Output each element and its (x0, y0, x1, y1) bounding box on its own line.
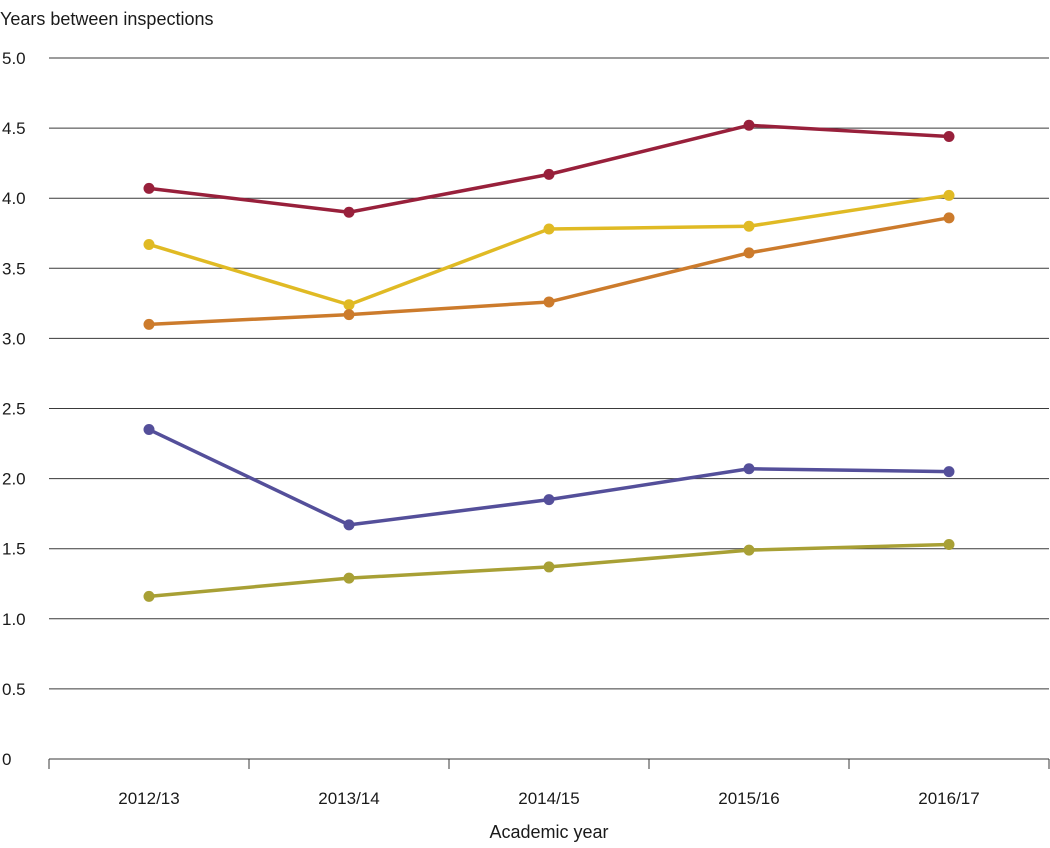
data-point (343, 519, 355, 531)
series-4 (143, 424, 955, 531)
series-line (147, 427, 951, 527)
y-tick-label: 0.5 (2, 680, 26, 699)
data-point (743, 119, 755, 131)
data-point (543, 561, 555, 573)
data-point (343, 572, 355, 584)
data-point (143, 590, 155, 602)
y-tick-label: 0 (2, 750, 11, 769)
series-5 (143, 538, 955, 602)
y-tick-label: 1.0 (2, 610, 26, 629)
data-point (343, 299, 355, 311)
x-tick-label: 2016/17 (918, 789, 979, 808)
series-group (143, 119, 955, 602)
data-point (743, 247, 755, 259)
data-point (143, 318, 155, 330)
data-point (143, 424, 155, 436)
series-3 (143, 212, 955, 330)
data-point (943, 466, 955, 478)
x-tick-label: 2013/14 (318, 789, 379, 808)
data-point (343, 206, 355, 218)
series-line (147, 123, 951, 214)
x-tick-label: 2012/13 (118, 789, 179, 808)
y-tick-label: 2.0 (2, 470, 26, 489)
data-point (343, 309, 355, 321)
data-point (943, 538, 955, 550)
data-point (143, 238, 155, 250)
data-point (543, 168, 555, 180)
data-point (143, 182, 155, 194)
series-1 (143, 119, 955, 218)
y-tick-label: 4.0 (2, 189, 26, 208)
x-tick-label: 2014/15 (518, 789, 579, 808)
data-point (743, 463, 755, 475)
gridlines (49, 57, 1049, 690)
y-axis-label: Years between inspections (0, 9, 213, 29)
data-point (543, 223, 555, 235)
x-axis: 2012/13 2013/14 2014/15 2015/16 2016/17 (48, 758, 1050, 808)
x-axis-label: Academic year (489, 822, 608, 842)
data-point (943, 212, 955, 224)
x-tick-label: 2015/16 (718, 789, 779, 808)
series-2 (143, 189, 955, 311)
data-point (743, 544, 755, 556)
y-tick-label: 2.5 (2, 400, 26, 419)
y-tick-label: 3.5 (2, 259, 26, 278)
data-point (543, 296, 555, 308)
y-tick-label: 1.5 (2, 540, 26, 559)
y-tick-labels: 0 0.5 1.0 1.5 2.0 2.5 3.0 3.5 4.0 4.5 5.0 (2, 49, 26, 769)
y-tick-label: 4.5 (2, 119, 26, 138)
data-point (943, 131, 955, 143)
data-point (543, 494, 555, 506)
y-tick-label: 5.0 (2, 49, 26, 68)
y-tick-label: 3.0 (2, 329, 26, 348)
data-point (743, 220, 755, 232)
series-line (147, 193, 951, 307)
data-point (943, 189, 955, 201)
